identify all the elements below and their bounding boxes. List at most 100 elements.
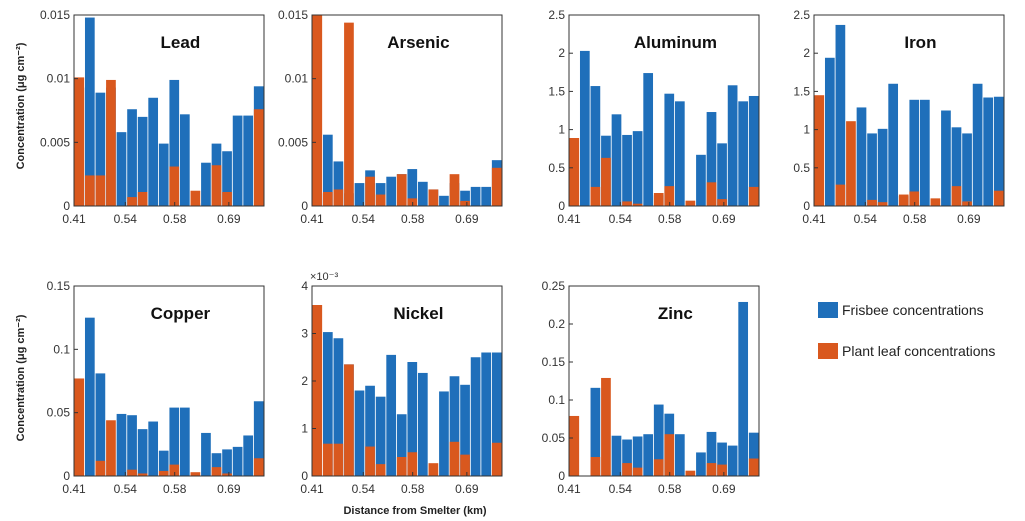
frisbee-bar	[664, 93, 675, 206]
frisbee-bar	[211, 453, 222, 476]
plant-leaf-bar	[653, 459, 664, 476]
frisbee-bar	[137, 116, 148, 206]
panel-copper: 0 0.05 0.1 0.15 0.41 0.54 0.58 0.69 Copper	[47, 279, 265, 496]
plot-area	[312, 286, 502, 476]
plant-leaf-bar	[930, 198, 941, 206]
frisbee-bar	[375, 396, 386, 476]
frisbee-bar	[243, 115, 254, 206]
plant-leaf-bar	[962, 201, 972, 206]
frisbee-bar	[696, 154, 706, 206]
frisbee-bar	[386, 354, 397, 477]
frisbee-bar	[706, 112, 717, 206]
y-exponent-label: ×10⁻³	[310, 271, 338, 283]
frisbee-bar	[674, 434, 685, 476]
x-tick-label: 0.54	[352, 212, 376, 226]
panel-title: Nickel	[393, 304, 443, 323]
plant-leaf-bar	[396, 457, 407, 476]
plant-leaf-bar	[717, 464, 727, 476]
frisbee-bar	[727, 85, 738, 206]
plot-frame	[568, 285, 760, 477]
x-tick-label: 0.69	[455, 482, 479, 496]
frisbee-bar	[674, 101, 685, 206]
frisbee-bar	[951, 127, 962, 206]
frisbee-bar	[877, 128, 888, 206]
plant-leaf-bar	[253, 458, 264, 476]
frisbee-bar	[243, 435, 254, 476]
plant-leaf-bar	[322, 443, 333, 476]
plot-frame	[73, 285, 265, 477]
legend-swatch-plant-leaf	[818, 343, 838, 359]
frisbee-bar	[867, 133, 877, 206]
legend: Frisbee concentrations Plant leaf concen…	[818, 302, 995, 359]
plant-leaf-bar	[622, 463, 632, 476]
frisbee-bar	[449, 376, 460, 476]
frisbee-bar	[856, 107, 867, 206]
panel-title: Aluminum	[634, 33, 717, 52]
y-tick-label: 2	[803, 46, 810, 60]
plant-leaf-bar	[344, 364, 354, 477]
y-tick-label: 0.15	[47, 279, 71, 293]
plant-leaf-bar	[428, 189, 439, 206]
plant-leaf-bar	[664, 434, 675, 476]
panel-nickel: 0 1 2 3 4×10⁻³ 0.41 0.54 0.58 0.69 Nickel	[300, 271, 503, 496]
plant-leaf-bar	[846, 121, 856, 206]
x-tick-label: 0.58	[401, 212, 425, 226]
plant-leaf-bar	[748, 186, 759, 206]
x-tick-label: 0.54	[114, 212, 138, 226]
plant-leaf-bar	[909, 191, 920, 206]
x-tick-label: 0.69	[217, 212, 241, 226]
frisbee-bar	[386, 176, 397, 206]
x-tick-label: 0.58	[658, 212, 682, 226]
frisbee-bar	[983, 97, 994, 206]
plant-leaf-bar	[460, 200, 470, 206]
plot-frame	[311, 14, 503, 207]
x-tick-label: 0.69	[217, 482, 241, 496]
y-tick-label: 1	[558, 123, 565, 137]
plant-leaf-bar	[333, 443, 344, 476]
y-tick-label: 0.5	[548, 161, 565, 175]
frisbee-bar	[738, 301, 749, 476]
y-tick-label: 0	[301, 199, 308, 213]
panel-title: Arsenic	[387, 33, 449, 52]
plant-leaf-bar	[653, 193, 664, 206]
frisbee-bar	[941, 110, 951, 206]
plant-leaf-bar	[632, 467, 643, 476]
plant-leaf-bar	[375, 464, 386, 477]
plant-leaf-bar	[84, 175, 95, 206]
y-tick-label: 0	[63, 469, 70, 483]
plant-leaf-bar	[685, 470, 696, 476]
plant-leaf-bar	[590, 186, 601, 206]
frisbee-bar	[201, 432, 211, 476]
plant-leaf-bar	[685, 200, 696, 206]
plant-leaf-bar	[137, 473, 148, 476]
frisbee-bar	[407, 169, 418, 206]
plant-leaf-bar	[867, 199, 877, 206]
plant-leaf-bar	[253, 109, 264, 206]
frisbee-bar	[611, 114, 622, 206]
plot-area	[569, 15, 759, 206]
y-tick-label: 0.005	[278, 135, 308, 149]
x-tick-label: 0.69	[957, 212, 981, 226]
frisbee-bar	[962, 133, 972, 206]
frisbee-bar	[748, 432, 759, 476]
y-tick-label: 2.5	[793, 8, 810, 22]
plant-leaf-bar	[449, 441, 460, 476]
plant-leaf-bar	[190, 190, 201, 206]
frisbee-bar	[439, 195, 449, 206]
y-tick-label: 0	[558, 469, 565, 483]
frisbee-bar	[643, 73, 654, 206]
plot-frame	[813, 14, 1005, 207]
plant-leaf-bar	[748, 458, 759, 476]
frisbee-bar	[835, 24, 846, 207]
legend-swatch-frisbee	[818, 302, 838, 318]
plant-leaf-bar	[211, 165, 222, 206]
panel-title: Lead	[161, 33, 201, 52]
y-tick-label: 3	[301, 327, 308, 341]
x-tick-label: 0.69	[712, 212, 736, 226]
plot-area	[569, 286, 759, 476]
frisbee-bar	[407, 362, 418, 476]
panel-iron: 0 0.5 1 1.5 2 2.5 0.41 0.54 0.58 0.69 Iron	[793, 8, 1005, 226]
x-tick-label: 0.69	[455, 212, 479, 226]
frisbee-bar	[632, 436, 643, 476]
frisbee-bar	[253, 401, 264, 476]
